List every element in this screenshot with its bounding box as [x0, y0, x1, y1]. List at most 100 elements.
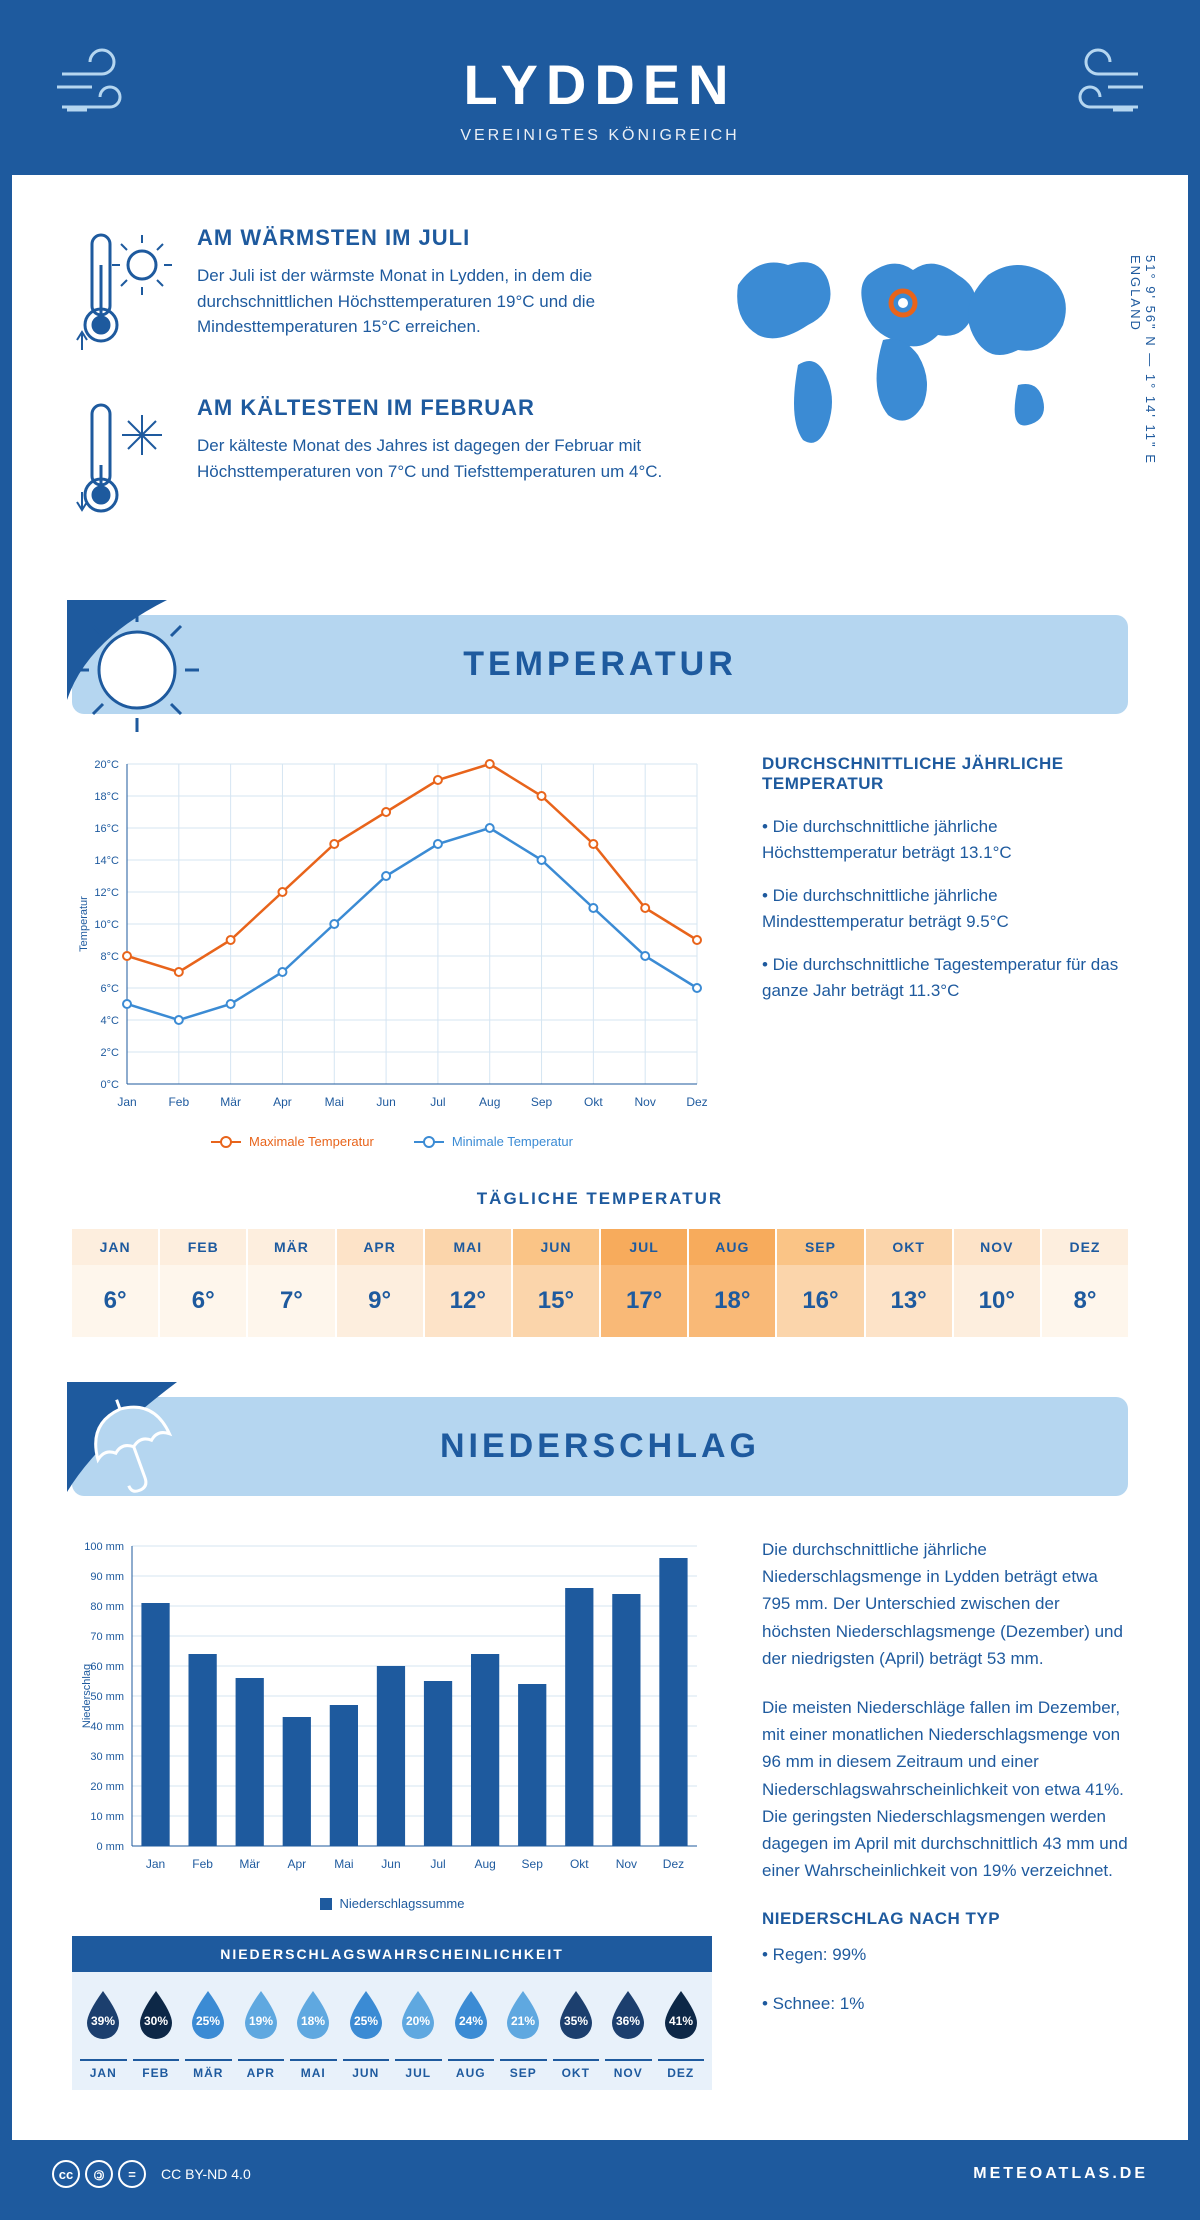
svg-text:10 mm: 10 mm: [90, 1811, 124, 1823]
probability-cell: 25%MÄR: [182, 1987, 235, 2080]
thermometer-snow-icon: [72, 395, 172, 525]
svg-text:70 mm: 70 mm: [90, 1631, 124, 1643]
probability-cell: 25%JUN: [340, 1987, 393, 2080]
svg-text:80 mm: 80 mm: [90, 1601, 124, 1613]
coldest-title: AM KÄLTESTEN IM FEBRUAR: [197, 395, 668, 421]
intro-section: AM WÄRMSTEN IM JULI Der Juli ist der wärm…: [72, 225, 1128, 565]
daily-cell: MAI12°: [425, 1229, 511, 1337]
legend-max: Maximale Temperatur: [249, 1134, 374, 1149]
svg-text:Mär: Mär: [239, 1857, 260, 1871]
svg-text:30 mm: 30 mm: [90, 1751, 124, 1763]
svg-text:Okt: Okt: [570, 1857, 589, 1871]
probability-grid: 39%JAN30%FEB25%MÄR19%APR18%MAI25%JUN20%J…: [72, 1972, 712, 2090]
daily-cell: DEZ8°: [1042, 1229, 1128, 1337]
svg-text:14°C: 14°C: [94, 855, 119, 867]
daily-cell: APR9°: [337, 1229, 423, 1337]
svg-text:25%: 25%: [196, 2014, 220, 2028]
probability-cell: 24%AUG: [445, 1987, 498, 2080]
brand-name: METEOATLAS.DE: [973, 2165, 1148, 2183]
daily-cell: JAN6°: [72, 1229, 158, 1337]
coldest-block: AM KÄLTESTEN IM FEBRUAR Der kälteste Mona…: [72, 395, 668, 530]
daily-cell: JUN15°: [513, 1229, 599, 1337]
svg-text:10°C: 10°C: [94, 919, 119, 931]
temp-info-item: • Die durchschnittliche jährliche Mindes…: [762, 883, 1128, 934]
chart-legend: Maximale Temperatur Minimale Temperatur: [72, 1134, 712, 1149]
temp-info-item: • Die durchschnittliche Tagestemperatur …: [762, 952, 1128, 1003]
svg-text:39%: 39%: [91, 2014, 115, 2028]
probability-cell: 20%JUL: [392, 1987, 445, 2080]
temp-info-item: • Die durchschnittliche jährliche Höchst…: [762, 814, 1128, 865]
city-title: LYDDEN: [32, 52, 1168, 117]
svg-text:0°C: 0°C: [101, 1079, 120, 1091]
svg-text:20 mm: 20 mm: [90, 1781, 124, 1793]
legend-min: Minimale Temperatur: [452, 1134, 573, 1149]
svg-text:Apr: Apr: [287, 1857, 306, 1871]
svg-text:19%: 19%: [249, 2014, 273, 2028]
probability-cell: 39%JAN: [77, 1987, 130, 2080]
svg-text:4°C: 4°C: [101, 1015, 120, 1027]
svg-text:24%: 24%: [459, 2014, 483, 2028]
svg-text:21%: 21%: [511, 2014, 535, 2028]
svg-text:40 mm: 40 mm: [90, 1721, 124, 1733]
umbrella-icon: [67, 1382, 207, 1522]
svg-text:30%: 30%: [144, 2014, 168, 2028]
precipitation-heading: NIEDERSCHLAG: [102, 1427, 1098, 1466]
svg-text:Apr: Apr: [273, 1095, 292, 1109]
temperature-heading: TEMPERATUR: [102, 645, 1098, 684]
region-label: ENGLAND: [1128, 255, 1143, 332]
probability-title: NIEDERSCHLAGSWAHRSCHEINLICHKEIT: [72, 1936, 712, 1972]
svg-text:Jul: Jul: [430, 1095, 445, 1109]
svg-text:Dez: Dez: [663, 1857, 684, 1871]
svg-text:41%: 41%: [669, 2014, 693, 2028]
svg-text:16°C: 16°C: [94, 823, 119, 835]
svg-text:Mai: Mai: [325, 1095, 344, 1109]
svg-text:Jan: Jan: [146, 1857, 165, 1871]
probability-cell: 41%DEZ: [655, 1987, 708, 2080]
precip-text-2: Die meisten Niederschläge fallen im Deze…: [762, 1694, 1128, 1884]
svg-text:Aug: Aug: [474, 1857, 495, 1871]
precip-type-item: • Schnee: 1%: [762, 1990, 1128, 2017]
svg-text:Sep: Sep: [522, 1857, 544, 1871]
svg-text:Aug: Aug: [479, 1095, 500, 1109]
svg-text:6°C: 6°C: [101, 983, 120, 995]
svg-text:Jul: Jul: [430, 1857, 445, 1871]
temperature-banner: TEMPERATUR: [72, 615, 1128, 714]
precip-type-title: NIEDERSCHLAG NACH TYP: [762, 1909, 1128, 1929]
coordinates: 51° 9' 56" N — 1° 14' 11" E: [1143, 255, 1158, 465]
svg-text:Jun: Jun: [381, 1857, 400, 1871]
svg-text:18°C: 18°C: [94, 791, 119, 803]
probability-cell: 36%NOV: [602, 1987, 655, 2080]
sun-icon: [67, 600, 207, 740]
precip-text-1: Die durchschnittliche jährliche Niedersc…: [762, 1536, 1128, 1672]
daily-cell: JUL17°: [601, 1229, 687, 1337]
daily-cell: AUG18°: [689, 1229, 775, 1337]
daily-temp-grid: JAN6°FEB6°MÄR7°APR9°MAI12°JUN15°JUL17°AU…: [72, 1229, 1128, 1337]
svg-text:90 mm: 90 mm: [90, 1571, 124, 1583]
svg-text:50 mm: 50 mm: [90, 1691, 124, 1703]
content: AM WÄRMSTEN IM JULI Der Juli ist der wärm…: [12, 175, 1188, 2140]
temp-info-title: DURCHSCHNITTLICHE JÄHRLICHE TEMPERATUR: [762, 754, 1128, 794]
svg-text:Feb: Feb: [192, 1857, 213, 1871]
svg-text:Mär: Mär: [220, 1095, 241, 1109]
warmest-text: Der Juli ist der wärmste Monat in Lydden…: [197, 263, 668, 340]
world-map: 51° 9' 56" N — 1° 14' 11" EENGLAND: [708, 225, 1128, 565]
probability-cell: 35%OKT: [550, 1987, 603, 2080]
probability-cell: 19%APR: [235, 1987, 288, 2080]
probability-cell: 30%FEB: [130, 1987, 183, 2080]
daily-cell: OKT13°: [866, 1229, 952, 1337]
wind-icon: [1028, 42, 1148, 132]
svg-text:Nov: Nov: [635, 1095, 656, 1109]
precipitation-banner: NIEDERSCHLAG: [72, 1397, 1128, 1496]
probability-cell: 18%MAI: [287, 1987, 340, 2080]
svg-text:20%: 20%: [406, 2014, 430, 2028]
warmest-title: AM WÄRMSTEN IM JULI: [197, 225, 668, 251]
infographic-frame: LYDDEN VEREINIGTES KÖNIGREICH AM WÄRMSTE…: [0, 0, 1200, 2220]
warmest-block: AM WÄRMSTEN IM JULI Der Juli ist der wärm…: [72, 225, 668, 360]
svg-text:36%: 36%: [616, 2014, 640, 2028]
coldest-text: Der kälteste Monat des Jahres ist dagege…: [197, 433, 668, 484]
probability-cell: 21%SEP: [497, 1987, 550, 2080]
svg-text:Sep: Sep: [531, 1095, 553, 1109]
svg-text:12°C: 12°C: [94, 887, 119, 899]
precipitation-chart: 0 mm10 mm20 mm30 mm40 mm50 mm60 mm70 mm8…: [72, 1536, 712, 1911]
daily-cell: FEB6°: [160, 1229, 246, 1337]
